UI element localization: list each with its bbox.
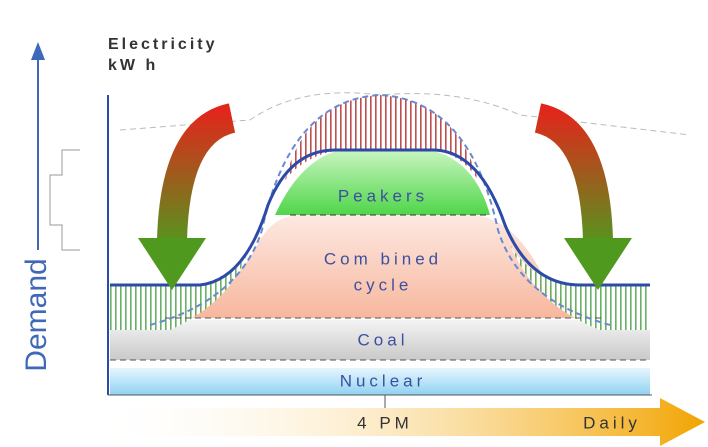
title-line-2: kW h — [108, 57, 158, 74]
shift-arrow-left — [172, 118, 232, 240]
combined-label-1: Com bined — [324, 249, 442, 268]
shift-arrow-right — [538, 118, 598, 240]
x-axis-label: Daily — [583, 413, 641, 432]
nuclear-label: Nuclear — [340, 371, 427, 390]
demand-arrow-head — [31, 42, 45, 60]
combined-label-2: cycle — [354, 275, 413, 294]
shift-arrow-right-head — [564, 238, 632, 290]
x-marker-label: 4 PM — [357, 413, 413, 432]
coal-label: Coal — [358, 330, 409, 349]
diagram: Demand Electricity kW h Peakers Com bine… — [0, 0, 708, 447]
bracket — [50, 150, 80, 250]
title-line-1: Electricity — [108, 36, 217, 53]
demand-label: Demand — [20, 258, 53, 371]
shift-arrow-left-head — [138, 238, 206, 290]
peakers-label: Peakers — [338, 186, 428, 205]
